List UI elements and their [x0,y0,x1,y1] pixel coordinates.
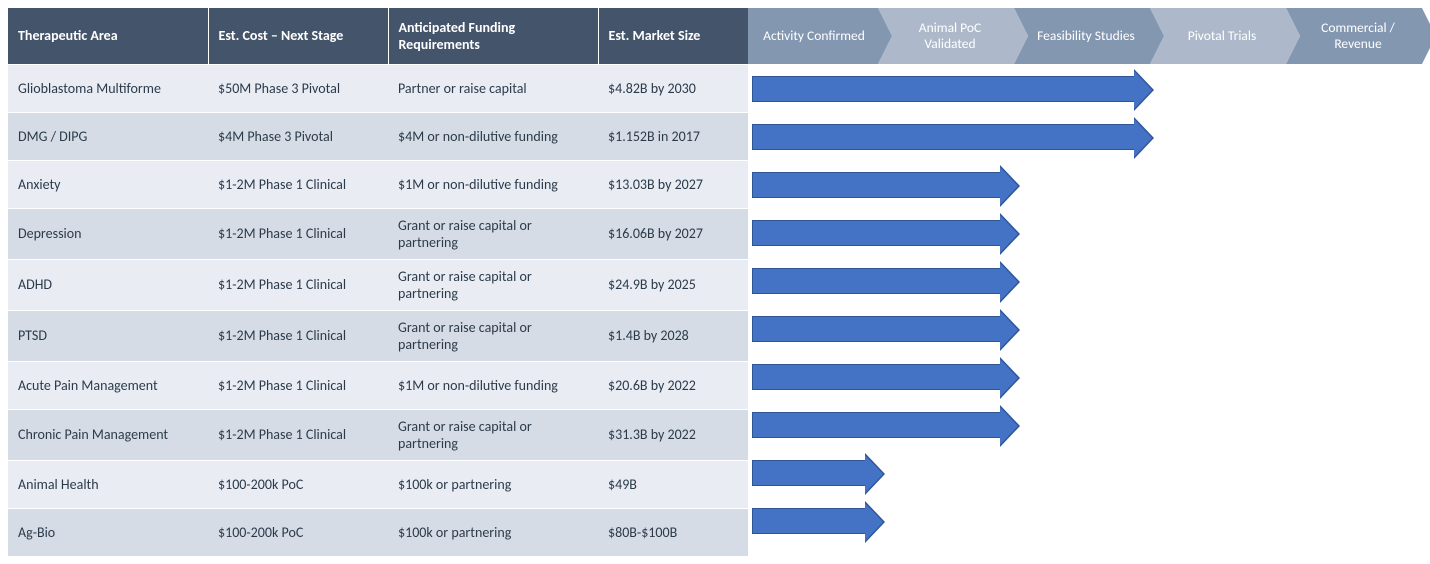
table-row: Depression$1-2M Phase 1 ClinicalGrant or… [8,208,748,259]
cell-funding: Grant or raise capital or partnering [388,208,598,259]
cell-cost: $1-2M Phase 1 Clinical [208,160,388,208]
progress-arrow [752,316,1000,342]
cell-cost: $100-200k PoC [208,460,388,508]
cell-area: Depression [8,208,208,259]
cell-market: $4.82B by 2030 [598,64,748,112]
pipeline-stage-area: Activity Confirmed Animal PoC Validated Fe… [748,8,1422,556]
cell-cost: $50M Phase 3 Pivotal [208,64,388,112]
progress-arrow [752,508,865,534]
progress-arrow [752,460,865,486]
cell-funding: Partner or raise capital [388,64,598,112]
progress-arrow [752,172,1000,198]
progress-arrow [752,364,1000,390]
pipeline-table: Therapeutic Area Est. Cost – Next Stage … [8,8,748,556]
cell-area: Animal Health [8,460,208,508]
progress-arrow-row [748,256,1422,304]
cell-market: $13.03B by 2027 [598,160,748,208]
cell-funding: $4M or non-dilutive funding [388,112,598,160]
cell-cost: $100-200k PoC [208,508,388,556]
cell-market: $20.6B by 2022 [598,361,748,409]
stage-chevron: Feasibility Studies [1014,8,1150,64]
stage-chevron: Commercial / Revenue [1286,8,1422,64]
cell-market: $1.152B in 2017 [598,112,748,160]
cell-area: Glioblastoma Multiforme [8,64,208,112]
cell-cost: $1-2M Phase 1 Clinical [208,409,388,460]
stage-chevron: Pivotal Trials [1150,8,1286,64]
cell-cost: $1-2M Phase 1 Clinical [208,310,388,361]
stage-label: Pivotal Trials [1188,28,1257,44]
progress-arrow-row [748,208,1422,256]
cell-funding: Grant or raise capital or partnering [388,409,598,460]
progress-arrow [752,220,1000,246]
progress-arrow-row [748,448,1422,496]
col-header-area: Therapeutic Area [8,8,208,64]
cell-area: Anxiety [8,160,208,208]
progress-arrow-row [748,400,1422,448]
progress-arrow [752,124,1134,150]
progress-arrow-row [748,112,1422,160]
pipeline-figure: Therapeutic Area Est. Cost – Next Stage … [8,8,1422,556]
cell-funding: Grant or raise capital or partnering [388,259,598,310]
cell-funding: $100k or partnering [388,460,598,508]
cell-funding: $100k or partnering [388,508,598,556]
cell-area: PTSD [8,310,208,361]
table-row: DMG / DIPG$4M Phase 3 Pivotal$4M or non-… [8,112,748,160]
cell-cost: $1-2M Phase 1 Clinical [208,361,388,409]
stage-chevron: Activity Confirmed [748,8,878,64]
cell-funding: $1M or non-dilutive funding [388,361,598,409]
table-row: Ag-Bio$100-200k PoC$100k or partnering$8… [8,508,748,556]
stage-label: Feasibility Studies [1037,28,1135,44]
cell-cost: $1-2M Phase 1 Clinical [208,208,388,259]
cell-market: $31.3B by 2022 [598,409,748,460]
col-header-funding: Anticipated Funding Requirements [388,8,598,64]
cell-market: $24.9B by 2025 [598,259,748,310]
progress-arrow-row [748,64,1422,112]
col-header-market: Est. Market Size [598,8,748,64]
cell-area: Ag-Bio [8,508,208,556]
table-row: PTSD$1-2M Phase 1 ClinicalGrant or raise… [8,310,748,361]
cell-market: $1.4B by 2028 [598,310,748,361]
cell-market: $16.06B by 2027 [598,208,748,259]
table-row: Anxiety$1-2M Phase 1 Clinical$1M or non-… [8,160,748,208]
cell-area: DMG / DIPG [8,112,208,160]
cell-area: Chronic Pain Management [8,409,208,460]
table-row: Chronic Pain Management$1-2M Phase 1 Cli… [8,409,748,460]
stage-header: Activity Confirmed Animal PoC Validated Fe… [748,8,1422,64]
stage-label: Animal PoC Validated [896,20,1004,51]
cell-cost: $4M Phase 3 Pivotal [208,112,388,160]
progress-arrow-row [748,352,1422,400]
cell-area: Acute Pain Management [8,361,208,409]
table-row: ADHD$1-2M Phase 1 ClinicalGrant or raise… [8,259,748,310]
progress-arrow-row [748,496,1422,544]
cell-market: $80B-$100B [598,508,748,556]
cell-market: $49B [598,460,748,508]
progress-arrow [752,76,1134,102]
table-header-row: Therapeutic Area Est. Cost – Next Stage … [8,8,748,64]
progress-arrow [752,268,1000,294]
stage-chevron: Animal PoC Validated [878,8,1014,64]
cell-area: ADHD [8,259,208,310]
progress-arrow-rows [748,64,1422,544]
col-header-cost: Est. Cost – Next Stage [208,8,388,64]
cell-cost: $1-2M Phase 1 Clinical [208,259,388,310]
table-row: Animal Health$100-200k PoC$100k or partn… [8,460,748,508]
cell-funding: Grant or raise capital or partnering [388,310,598,361]
table-row: Acute Pain Management$1-2M Phase 1 Clini… [8,361,748,409]
stage-label: Commercial / Revenue [1304,20,1412,51]
cell-funding: $1M or non-dilutive funding [388,160,598,208]
stage-label: Activity Confirmed [763,28,865,44]
progress-arrow-row [748,160,1422,208]
progress-arrow-row [748,304,1422,352]
table-row: Glioblastoma Multiforme$50M Phase 3 Pivo… [8,64,748,112]
pipeline-table-container: Therapeutic Area Est. Cost – Next Stage … [8,8,748,556]
progress-arrow [752,412,1000,438]
